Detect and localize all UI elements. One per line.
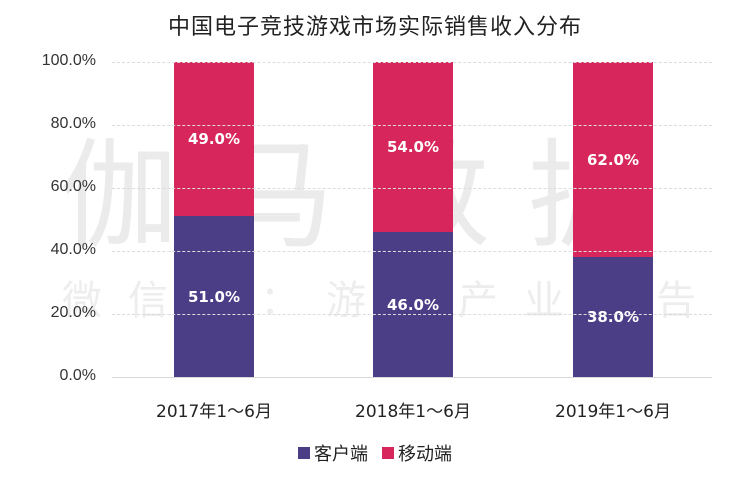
- data-label: 46.0%: [386, 295, 440, 314]
- bar-stack: 46.0% 54.0%: [373, 62, 453, 377]
- data-label: 49.0%: [187, 130, 241, 149]
- gridline: [112, 188, 712, 189]
- x-axis-line: [112, 377, 712, 378]
- legend-swatch-mobile: [382, 447, 394, 459]
- bar-segment-client: 38.0%: [573, 257, 653, 377]
- x-tick-label: 2019年1～6月: [555, 402, 671, 422]
- x-tick-label: 2018年1～6月: [355, 402, 471, 422]
- legend-label-mobile: 移动端: [398, 444, 452, 465]
- gridline: [112, 251, 712, 252]
- gridline: [112, 125, 712, 126]
- bar-stack: 51.0% 49.0%: [174, 62, 254, 377]
- x-tick-label: 2017年1～6月: [156, 402, 272, 422]
- bar-segment-client: 46.0%: [373, 232, 453, 377]
- gridline: [112, 62, 712, 63]
- data-label: 54.0%: [386, 138, 440, 157]
- data-label: 38.0%: [586, 308, 640, 327]
- y-tick-label: 0.0%: [59, 367, 96, 384]
- y-tick-label: 100.0%: [41, 52, 96, 69]
- y-tick-label: 20.0%: [50, 304, 96, 321]
- legend-swatch-client: [298, 447, 310, 459]
- bar-segment-mobile: 54.0%: [373, 62, 453, 233]
- y-tick-label: 80.0%: [50, 115, 96, 132]
- legend-item-client[interactable]: 客户端: [298, 440, 368, 466]
- y-tick-label: 60.0%: [50, 178, 96, 195]
- bar-segment-client: 51.0%: [174, 216, 254, 377]
- legend-item-mobile[interactable]: 移动端: [382, 440, 452, 466]
- data-label: 62.0%: [586, 150, 640, 169]
- y-tick-label: 40.0%: [50, 241, 96, 258]
- gridline: [112, 314, 712, 315]
- legend: 客户端 移动端: [0, 440, 750, 466]
- chart-title: 中国电子竞技游戏市场实际销售收入分布: [167, 15, 582, 40]
- bar-segment-mobile: 62.0%: [573, 62, 653, 258]
- data-label: 51.0%: [187, 287, 241, 306]
- bar-segment-mobile: 49.0%: [174, 62, 254, 217]
- bar-stack: 38.0% 62.0%: [573, 62, 653, 377]
- legend-label-client: 客户端: [314, 444, 368, 465]
